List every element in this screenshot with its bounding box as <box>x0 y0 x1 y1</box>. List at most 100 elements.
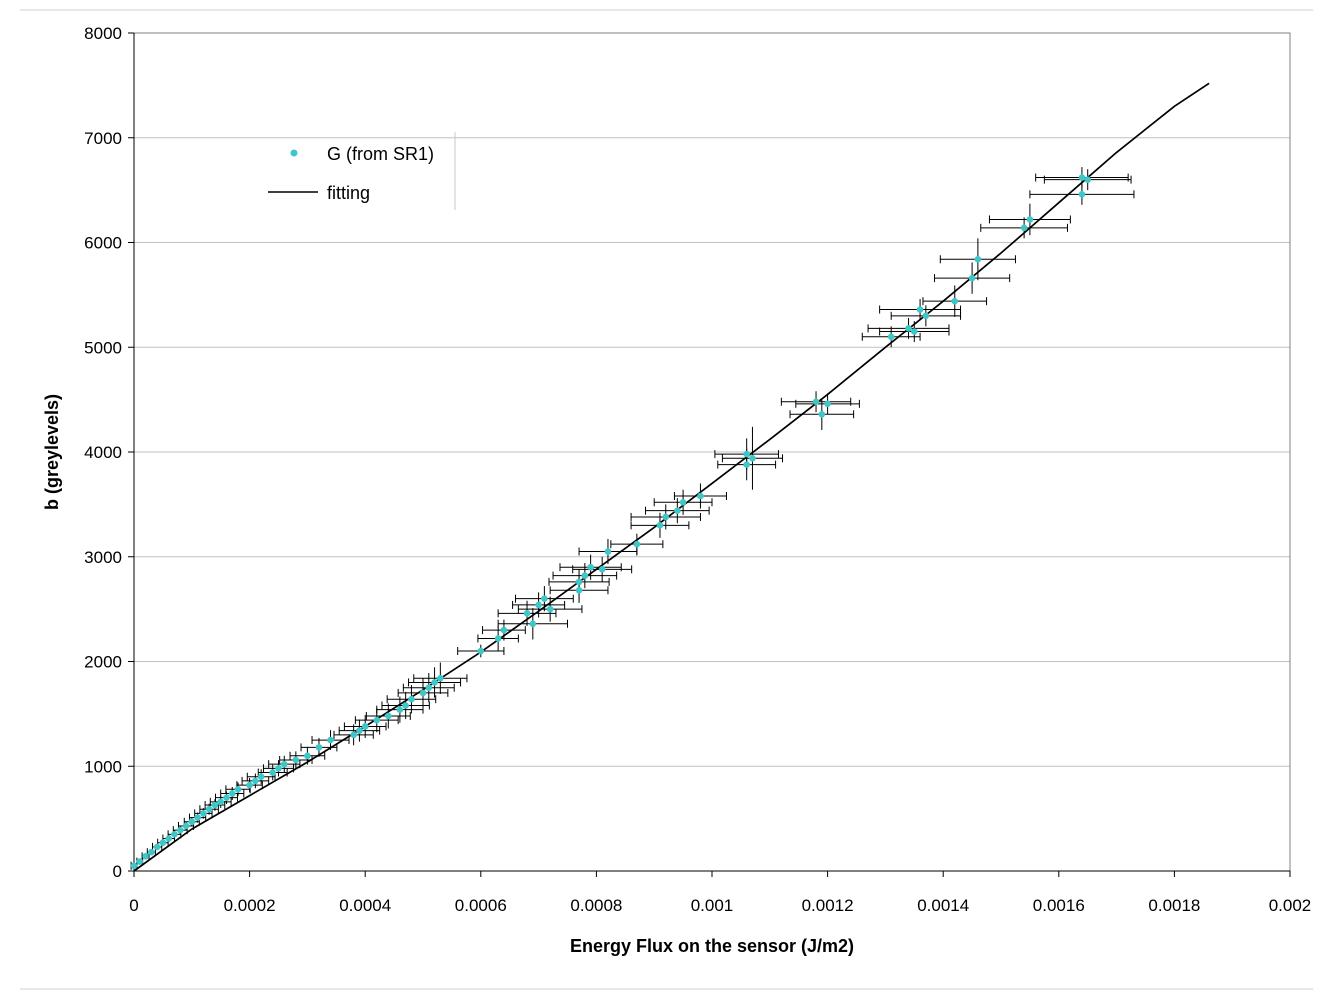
data-point <box>275 765 282 772</box>
data-point <box>968 274 976 282</box>
data-point <box>1078 191 1086 198</box>
data-point <box>171 831 178 838</box>
data-point <box>749 454 756 462</box>
x-tick-label: 0.0002 <box>224 896 276 915</box>
y-tick-label: 8000 <box>84 24 122 43</box>
data-point <box>974 255 982 263</box>
data-point <box>1020 224 1028 232</box>
data-point <box>905 325 912 332</box>
data-point <box>546 605 554 613</box>
data-point <box>205 805 213 813</box>
data-point <box>246 781 253 789</box>
legend-marker-icon <box>290 149 298 157</box>
gridlines <box>134 137 1290 767</box>
data-point <box>130 862 138 870</box>
data-point <box>824 400 831 408</box>
x-tick-label: 0.0006 <box>455 896 507 915</box>
data-point <box>951 297 959 305</box>
data-point <box>142 853 149 860</box>
data-point <box>587 563 594 571</box>
legend-label-points: G (from SR1) <box>327 144 434 164</box>
data-point <box>437 674 444 682</box>
data-point <box>494 635 502 642</box>
data-point <box>922 312 930 320</box>
data-point <box>523 610 531 617</box>
data-point <box>812 398 820 406</box>
y-tick-label: 5000 <box>84 338 122 357</box>
y-tick-label: 2000 <box>84 653 122 672</box>
data-point <box>234 785 242 793</box>
x-tick-label: 0.0012 <box>802 896 854 915</box>
data-point <box>575 578 583 586</box>
x-tick-label: 0.0014 <box>917 896 969 915</box>
y-axis: 0 1000 2000 3000 4000 5000 6000 7000 8000 <box>84 24 134 881</box>
data-point <box>419 689 427 697</box>
data-point <box>1078 174 1086 181</box>
data-point <box>396 706 404 713</box>
data-point <box>280 760 288 768</box>
data-point <box>269 769 277 776</box>
legend: G (from SR1) fitting <box>268 132 456 210</box>
data-point <box>223 794 230 801</box>
data-point <box>176 826 184 834</box>
data-point <box>1084 176 1091 183</box>
data-point <box>188 818 196 826</box>
y-axis-title: b (greylevels) <box>42 394 62 510</box>
data-point <box>529 620 537 628</box>
data-point <box>408 695 415 703</box>
data-point <box>541 595 548 602</box>
data-point <box>200 810 207 817</box>
data-point <box>697 492 704 500</box>
data-point <box>911 328 918 335</box>
legend-label-fit: fitting <box>327 183 370 203</box>
data-point <box>656 522 664 529</box>
x-tick-label: 0 <box>129 896 138 915</box>
y-tick-label: 7000 <box>84 129 122 148</box>
data-point <box>633 540 641 548</box>
data-point <box>228 790 236 797</box>
data-point <box>887 333 895 341</box>
data-point <box>194 814 201 821</box>
data-point <box>315 744 323 751</box>
data-point <box>743 461 750 468</box>
data-point <box>916 306 924 313</box>
x-tick-label: 0.0008 <box>570 896 622 915</box>
y-tick-label: 4000 <box>84 443 122 462</box>
data-point <box>500 626 508 634</box>
data-point <box>674 507 681 514</box>
data-point <box>165 835 172 842</box>
data-point <box>350 731 357 739</box>
data-point <box>136 858 144 865</box>
data-point <box>159 839 167 847</box>
data-point <box>535 601 542 609</box>
data-point <box>385 712 392 720</box>
data-point <box>356 727 363 734</box>
data-point <box>477 647 485 655</box>
data-point <box>818 410 826 418</box>
y-tick-label: 0 <box>113 862 122 881</box>
data-point <box>361 723 369 730</box>
data-point <box>1026 216 1034 223</box>
x-tick-label: 0.001 <box>691 896 734 915</box>
data-point <box>581 572 589 579</box>
data-point <box>604 548 612 555</box>
data-point <box>575 586 583 594</box>
data-point <box>425 684 433 691</box>
x-tick-label: 0.0016 <box>1033 896 1085 915</box>
data-point <box>148 848 155 856</box>
x-axis: 0 0.0002 0.0004 0.0006 0.0008 0.001 0.0012 0.00… <box>129 871 1311 915</box>
data-point <box>598 566 606 573</box>
data-point <box>431 679 438 686</box>
x-axis-title: Energy Flux on the sensor (J/m2) <box>570 936 854 956</box>
data-point <box>373 716 381 724</box>
y-tick-label: 3000 <box>84 548 122 567</box>
data-point <box>252 777 259 785</box>
data-point <box>153 843 161 851</box>
data-point <box>257 773 265 781</box>
data-point <box>292 756 300 764</box>
data-point <box>327 736 334 744</box>
x-tick-label: 0.002 <box>1269 896 1312 915</box>
